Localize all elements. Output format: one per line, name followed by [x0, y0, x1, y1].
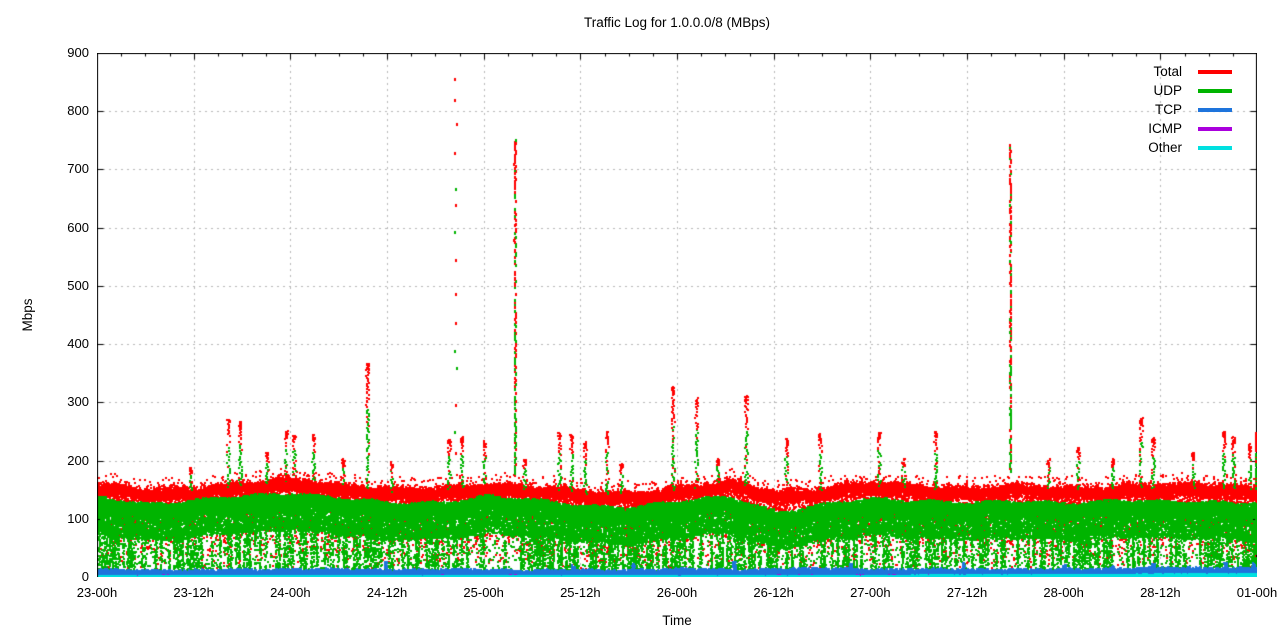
- x-tick-label: 01-00h: [1236, 585, 1278, 600]
- y-tick-label: 700: [67, 161, 89, 177]
- y-tick-label: 900: [67, 45, 89, 60]
- legend-label: ICMP: [1148, 121, 1182, 136]
- legend-swatch: [1198, 126, 1232, 131]
- chart-title: Traffic Log for 1.0.0.0/8 (MBps): [583, 15, 771, 30]
- legend-swatch: [1198, 69, 1232, 74]
- x-axis-label: Time: [662, 613, 692, 628]
- legend-label: Total: [1153, 64, 1182, 79]
- legend-label: UDP: [1153, 83, 1182, 98]
- y-axis-label: Mbps: [20, 298, 35, 332]
- legend-item-other: Other: [1148, 138, 1232, 157]
- x-tick-label: 28-12h: [1140, 585, 1181, 600]
- legend-swatch: [1198, 107, 1232, 112]
- x-tick-label: 23-00h: [76, 585, 118, 600]
- y-tick-label: 300: [67, 394, 89, 410]
- y-tick-label: 0: [81, 569, 89, 584]
- x-tick-label: 24-00h: [270, 585, 311, 600]
- legend: Total UDP TCP ICMP Other: [1148, 62, 1232, 157]
- x-tick-label: 27-00h: [850, 585, 891, 600]
- y-tick-label: 200: [67, 452, 89, 468]
- legend-label: Other: [1148, 140, 1182, 155]
- x-tick-label: 25-00h: [463, 585, 504, 600]
- y-tick-label: 800: [67, 103, 89, 119]
- x-tick-label: 24-12h: [366, 585, 408, 600]
- x-tick-label: 26-12h: [753, 585, 794, 600]
- legend-swatch: [1198, 88, 1232, 93]
- y-tick-label: 100: [67, 510, 89, 526]
- y-tick-label: 600: [67, 219, 89, 235]
- x-tick-label: 25-12h: [560, 585, 601, 600]
- x-tick-label: 27-12h: [946, 585, 988, 600]
- y-tick-label: 400: [67, 336, 89, 352]
- legend-item-icmp: ICMP: [1148, 119, 1232, 138]
- legend-swatch: [1198, 145, 1232, 150]
- x-tick-label: 28-00h: [1043, 585, 1084, 600]
- plot-area-canvas: [97, 53, 1257, 577]
- x-tick-label: 23-12h: [173, 585, 214, 600]
- legend-label: TCP: [1155, 102, 1182, 117]
- legend-item-tcp: TCP: [1148, 100, 1232, 119]
- y-tick-label: 500: [67, 277, 89, 293]
- legend-item-total: Total: [1148, 62, 1232, 81]
- x-tick-label: 26-00h: [656, 585, 698, 600]
- legend-item-udp: UDP: [1148, 81, 1232, 100]
